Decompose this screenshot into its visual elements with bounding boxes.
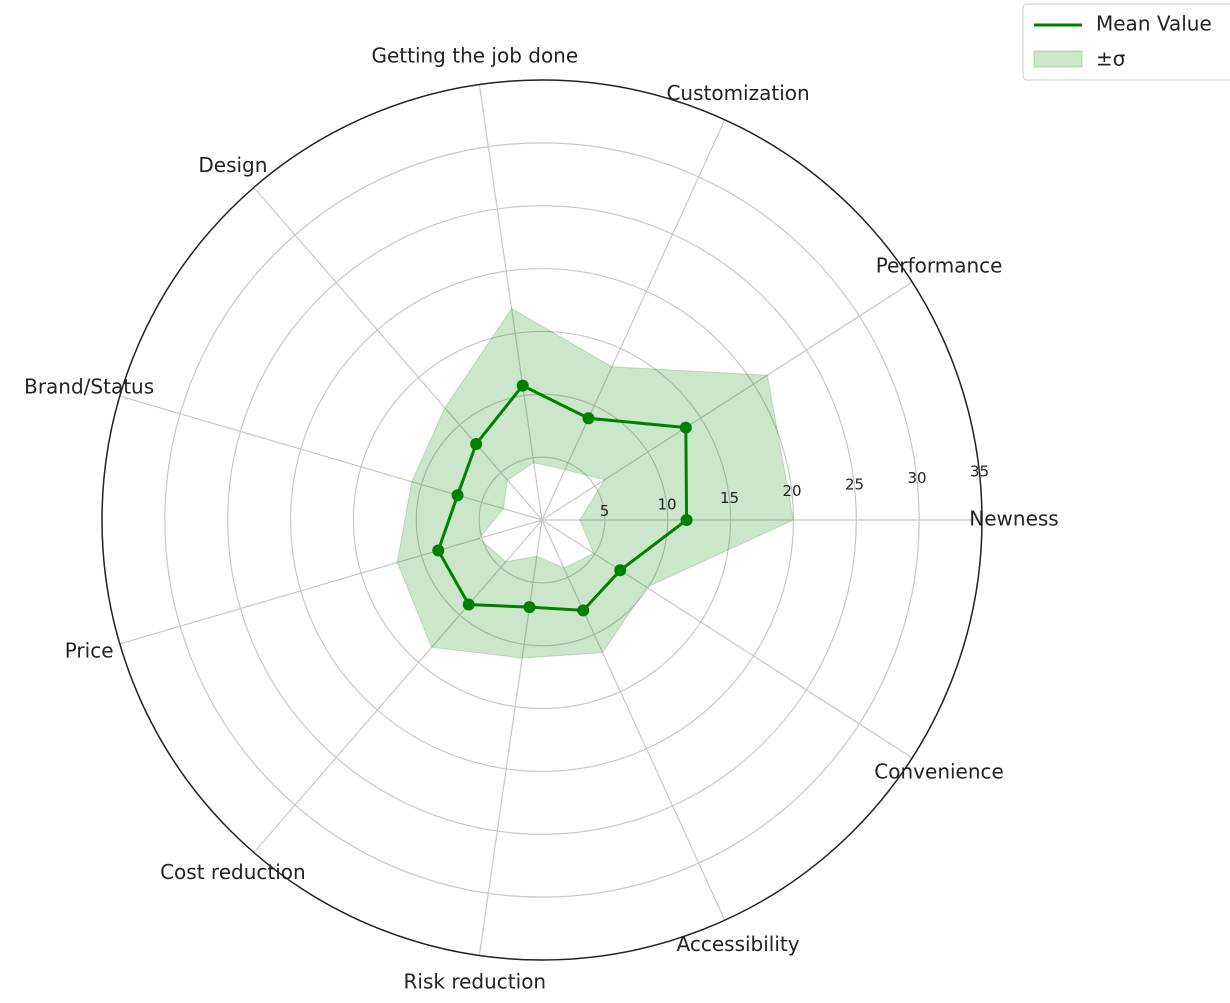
mean-point <box>680 514 693 526</box>
spoke <box>541 519 913 759</box>
r-tick-label: 5 <box>600 502 610 520</box>
spoke <box>478 519 543 956</box>
mean-point <box>523 601 536 614</box>
r-tick-label: 15 <box>720 489 739 507</box>
spoke <box>541 519 726 921</box>
legend-label: Mean Value <box>1096 12 1212 36</box>
spoke <box>119 395 543 521</box>
category-label: Accessibility <box>677 932 800 956</box>
mean-point <box>470 437 483 450</box>
category-label: Design <box>198 153 267 177</box>
category-label: Performance <box>876 253 1003 277</box>
outer-frame <box>101 79 983 961</box>
mean-point <box>577 604 590 617</box>
spoke <box>119 519 543 645</box>
legend-label: ±σ <box>1096 47 1126 71</box>
category-label: Brand/Status <box>24 375 154 399</box>
category-label: Convenience <box>874 760 1004 784</box>
spoke <box>541 281 913 521</box>
category-label: Cost reduction <box>160 860 306 884</box>
sigma-band <box>396 307 794 659</box>
r-tick-label: 30 <box>908 469 927 487</box>
mean-point <box>462 598 475 611</box>
spoke <box>253 187 543 521</box>
spoke <box>541 119 726 521</box>
category-label: Customization <box>666 81 809 105</box>
spoke <box>478 84 543 521</box>
mean-point <box>614 564 627 577</box>
mean-line <box>436 383 689 612</box>
spoke <box>253 519 543 853</box>
legend-frame <box>1022 3 1230 81</box>
mean-point <box>516 379 529 392</box>
category-label: Getting the job done <box>371 43 578 67</box>
r-tick-label: 35 <box>970 463 989 481</box>
legend-band-key <box>1033 50 1083 68</box>
legend: Mean Value ±σ <box>1022 3 1230 81</box>
mean-point <box>432 544 445 557</box>
r-tick-label: 25 <box>845 476 864 494</box>
category-label: Price <box>65 638 114 662</box>
mean-point <box>679 421 692 434</box>
category-label: Risk reduction <box>404 970 547 994</box>
mean-point <box>451 489 464 502</box>
r-tick-label: 20 <box>783 482 802 500</box>
r-tick-label: 10 <box>657 495 676 513</box>
category-label: Newness <box>969 507 1058 531</box>
mean-point <box>582 412 595 425</box>
